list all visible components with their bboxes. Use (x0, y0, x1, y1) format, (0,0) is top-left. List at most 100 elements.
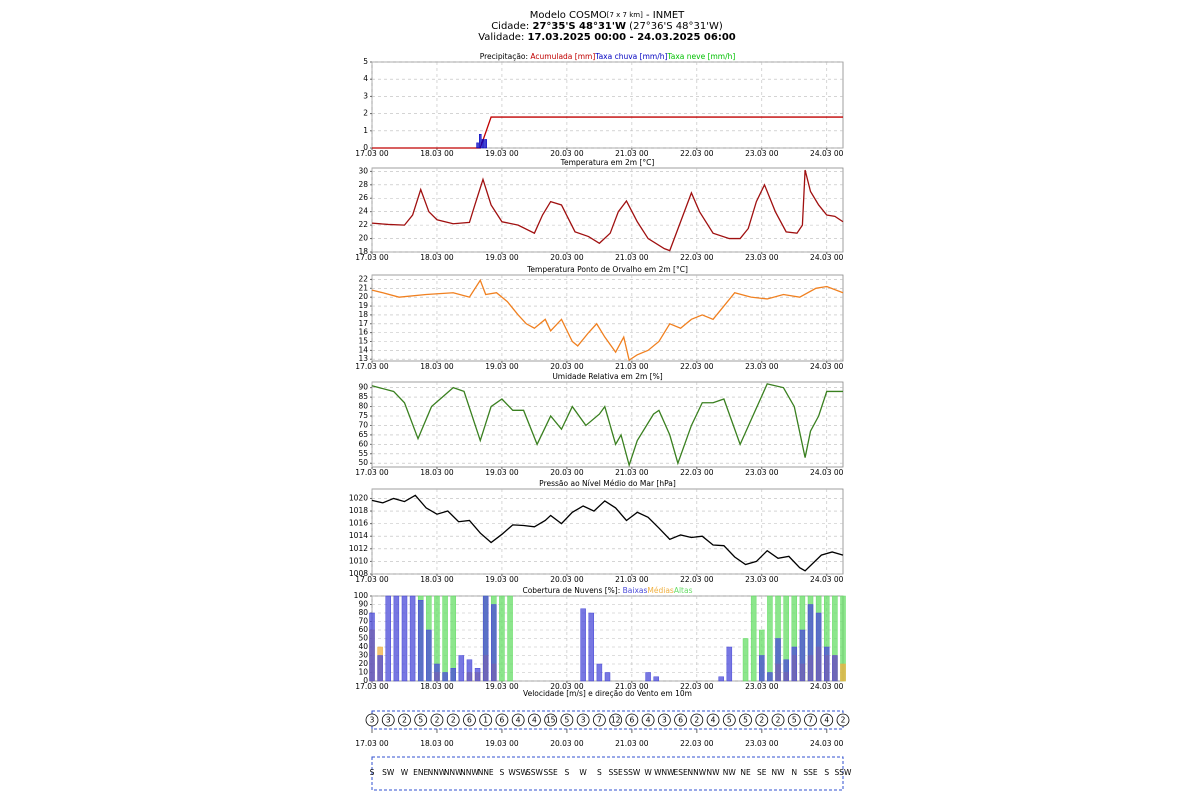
wind-speed-marker (657, 713, 671, 727)
x-tick-label: 22.03 00 (680, 682, 714, 691)
x-tick-label: 23.03 00 (745, 739, 779, 748)
y-tick-label: 20 (358, 292, 368, 301)
x-tick-label: 18.03 00 (420, 468, 454, 477)
resolution: [7 x 7 km] (607, 11, 643, 19)
wind-speed-marker (609, 713, 623, 727)
wind-speed-label: 6 (678, 716, 683, 725)
y-tick-label: 0 (363, 676, 368, 685)
x-tick-label: 21.03 00 (615, 362, 649, 371)
data-bar (807, 604, 814, 682)
chart-title: Temperatura Ponto de Orvalho em 2m [°C] (526, 265, 688, 274)
data-bar (759, 655, 765, 682)
wind-speed-label: 4 (646, 716, 651, 725)
wind-direction-label: S (597, 768, 602, 777)
x-tick-label: 24.03 00 (810, 253, 844, 262)
y-tick-label: 100 (354, 591, 369, 600)
wind-direction-label: S (500, 768, 505, 777)
y-tick-label: 4 (363, 74, 368, 83)
data-bar (369, 612, 375, 682)
city: 27°35'S 48°31'W (532, 21, 626, 32)
data-bar (783, 659, 789, 682)
y-tick-label: 50 (358, 634, 368, 643)
wind-speed-label: 5 (727, 716, 732, 725)
data-bar (474, 668, 481, 682)
x-tick-label: 20.03 00 (550, 149, 584, 158)
wind-direction-label: SSW (623, 768, 641, 777)
y-tick-label: 20 (358, 234, 368, 243)
wind-speed-label: 1 (483, 716, 488, 725)
legend-entry: Taxa neve [mm/h] (666, 52, 735, 61)
x-tick-label: 22.03 00 (680, 575, 714, 584)
y-tick-label: 1 (363, 126, 368, 135)
wind-speed-label: 5 (565, 716, 570, 725)
y-tick-label: 22 (358, 274, 368, 283)
x-tick-label: 24.03 00 (810, 362, 844, 371)
y-tick-label: 1016 (349, 519, 368, 528)
wind-speed-marker (787, 713, 801, 727)
y-tick-label: 3 (363, 91, 368, 100)
wind-speed-label: 7 (808, 716, 813, 725)
wind-speed-marker (739, 713, 752, 727)
data-bar (482, 595, 489, 682)
data-bar (742, 638, 749, 682)
direction-box (371, 756, 844, 791)
wind-speed-marker (398, 713, 411, 727)
x-tick-label: 19.03 00 (485, 468, 519, 477)
data-bar (466, 659, 473, 682)
data-bar (596, 663, 603, 682)
x-tick-label: 21.03 00 (615, 739, 649, 748)
chart-title: Umidade Relativa em 2m [%] (552, 372, 662, 381)
wind-speed-label: 3 (662, 716, 667, 725)
data-bar (645, 672, 651, 682)
wind-speed-marker (560, 713, 574, 727)
x-tick-label: 19.03 00 (485, 362, 519, 371)
validity-label: Validade: (478, 32, 527, 43)
wind-speed-label: 6 (629, 716, 634, 725)
y-tick-label: 1018 (349, 506, 368, 515)
data-bar (491, 604, 497, 682)
x-tick-label: 24.03 00 (810, 739, 844, 748)
wind-direction-label: S (824, 768, 829, 777)
y-tick-label: 26 (358, 193, 368, 202)
x-tick-label: 21.03 00 (615, 682, 649, 691)
wind-speed-marker (365, 713, 379, 727)
legend-entry: Taxa chuva [mm/h] (594, 52, 667, 61)
wind-speed-label: 7 (597, 716, 602, 725)
wind-speed-label: 3 (581, 716, 586, 725)
wind-direction-label: WSW (508, 768, 528, 777)
y-tick-label: 15 (358, 336, 368, 345)
data-line (372, 116, 843, 149)
x-tick-label: 17.03 00 (355, 253, 389, 262)
wind-direction-label: ENE (413, 768, 428, 777)
plot-area (371, 61, 844, 149)
x-tick-label: 22.03 00 (680, 253, 714, 262)
wind-speed-marker (528, 713, 541, 727)
data-bar (499, 595, 505, 682)
data-bar (458, 655, 465, 682)
model: Modelo COSMO (530, 10, 607, 21)
wind-speed-label: 2 (759, 716, 764, 725)
x-tick-label: 18.03 00 (420, 575, 454, 584)
y-tick-label: 50 (358, 458, 368, 467)
wind-speed-label: 12 (611, 716, 621, 725)
data-bar (718, 676, 724, 682)
y-tick-label: 28 (358, 180, 368, 189)
x-tick-label: 21.03 00 (615, 575, 649, 584)
data-bar (434, 663, 440, 682)
y-tick-label: 55 (358, 449, 368, 458)
y-tick-label: 16 (358, 328, 368, 337)
wind-direction-label: NNW (444, 768, 463, 777)
wind-speed-label: 2 (841, 716, 846, 725)
wind-direction-label: W (644, 768, 652, 777)
wind-direction-label: WNW (654, 768, 675, 777)
wind-speed-label: 4 (711, 716, 716, 725)
data-bar (775, 638, 781, 682)
y-tick-label: 20 (358, 659, 368, 668)
source: - INMET (643, 10, 685, 21)
data-line (371, 169, 844, 252)
x-tick-label: 17.03 00 (355, 468, 389, 477)
data-bar (442, 595, 448, 682)
data-bar (791, 646, 798, 682)
wind-speed-label: 2 (451, 716, 456, 725)
wind-speed-marker (479, 713, 493, 727)
